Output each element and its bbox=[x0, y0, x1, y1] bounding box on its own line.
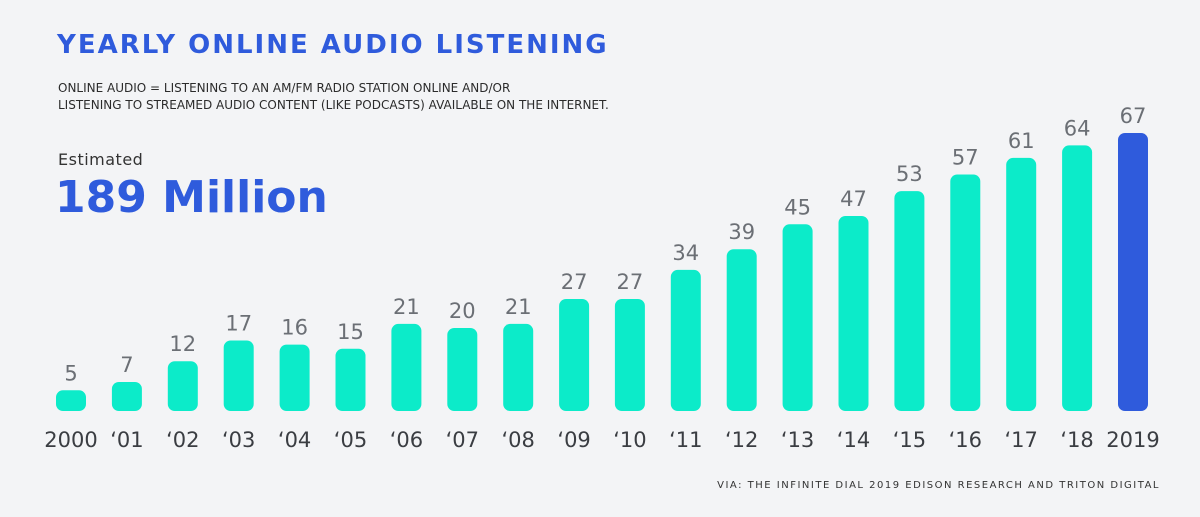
value-label-10: 27 bbox=[617, 270, 644, 294]
category-label-16: ‘16 bbox=[949, 428, 982, 452]
category-label-5: ‘05 bbox=[334, 428, 367, 452]
value-label-17: 61 bbox=[1008, 129, 1035, 153]
value-label-16: 57 bbox=[952, 146, 979, 170]
bar-5 bbox=[335, 348, 366, 411]
value-label-19: 67 bbox=[1120, 104, 1147, 128]
estimate-label: Estimated bbox=[58, 150, 144, 169]
value-label-3: 17 bbox=[225, 312, 252, 336]
bar-17 bbox=[1006, 157, 1037, 411]
category-label-4: ‘04 bbox=[278, 428, 311, 452]
bar-18 bbox=[1062, 145, 1093, 411]
category-label-3: ‘03 bbox=[222, 428, 255, 452]
category-label-17: ‘17 bbox=[1004, 428, 1037, 452]
category-label-7: ‘07 bbox=[446, 428, 479, 452]
category-label-14: ‘14 bbox=[837, 428, 870, 452]
category-label-0: 2000 bbox=[44, 428, 97, 452]
bar-19 bbox=[1118, 133, 1148, 411]
value-label-2: 12 bbox=[169, 332, 196, 356]
bar-7 bbox=[447, 328, 478, 411]
value-label-7: 20 bbox=[449, 299, 476, 323]
subtitle-line-1: ONLINE AUDIO = LISTENING TO AN AM/FM RAD… bbox=[58, 81, 511, 95]
bar-0 bbox=[56, 390, 86, 411]
value-label-12: 39 bbox=[728, 220, 755, 244]
value-label-5: 15 bbox=[337, 320, 364, 344]
chart-title: YEARLY ONLINE AUDIO LISTENING bbox=[57, 30, 609, 60]
category-label-8: ‘08 bbox=[501, 428, 534, 452]
bar-13 bbox=[782, 224, 813, 411]
bar-12 bbox=[726, 249, 757, 411]
bar-14 bbox=[838, 216, 869, 411]
value-label-8: 21 bbox=[505, 295, 532, 319]
category-label-19: 2019 bbox=[1106, 428, 1159, 452]
bar-15 bbox=[894, 191, 925, 411]
value-label-4: 16 bbox=[281, 316, 308, 340]
category-label-10: ‘10 bbox=[613, 428, 646, 452]
bar-3 bbox=[223, 340, 254, 411]
category-label-12: ‘12 bbox=[725, 428, 758, 452]
bar-9 bbox=[559, 299, 590, 411]
value-label-1: 7 bbox=[120, 353, 133, 377]
bar-11 bbox=[670, 269, 701, 411]
value-label-13: 45 bbox=[784, 195, 811, 219]
chart-subtitle: ONLINE AUDIO = LISTENING TO AN AM/FM RAD… bbox=[58, 80, 609, 114]
value-label-9: 27 bbox=[561, 270, 588, 294]
value-label-14: 47 bbox=[840, 187, 867, 211]
category-label-11: ‘11 bbox=[669, 428, 702, 452]
subtitle-line-2: LISTENING TO STREAMED AUDIO CONTENT (LIK… bbox=[58, 98, 609, 112]
bar-6 bbox=[391, 323, 422, 411]
category-label-6: ‘06 bbox=[390, 428, 423, 452]
category-label-9: ‘09 bbox=[557, 428, 590, 452]
category-label-2: ‘02 bbox=[166, 428, 199, 452]
source-credit: VIA: THE INFINITE DIAL 2019 EDISON RESEA… bbox=[717, 480, 1160, 491]
value-label-6: 21 bbox=[393, 295, 420, 319]
value-label-0: 5 bbox=[64, 361, 77, 385]
bar-8 bbox=[503, 323, 534, 411]
bar-1 bbox=[111, 382, 142, 411]
category-label-18: ‘18 bbox=[1060, 428, 1093, 452]
category-label-13: ‘13 bbox=[781, 428, 814, 452]
bar-10 bbox=[614, 299, 645, 411]
bar-2 bbox=[167, 361, 198, 411]
bar-16 bbox=[950, 174, 981, 411]
bar-4 bbox=[279, 344, 310, 411]
category-label-15: ‘15 bbox=[893, 428, 926, 452]
value-label-18: 64 bbox=[1064, 116, 1091, 140]
value-label-15: 53 bbox=[896, 162, 923, 186]
estimate-value: 189 Million bbox=[55, 172, 328, 223]
category-label-1: ‘01 bbox=[110, 428, 143, 452]
value-label-11: 34 bbox=[672, 241, 699, 265]
